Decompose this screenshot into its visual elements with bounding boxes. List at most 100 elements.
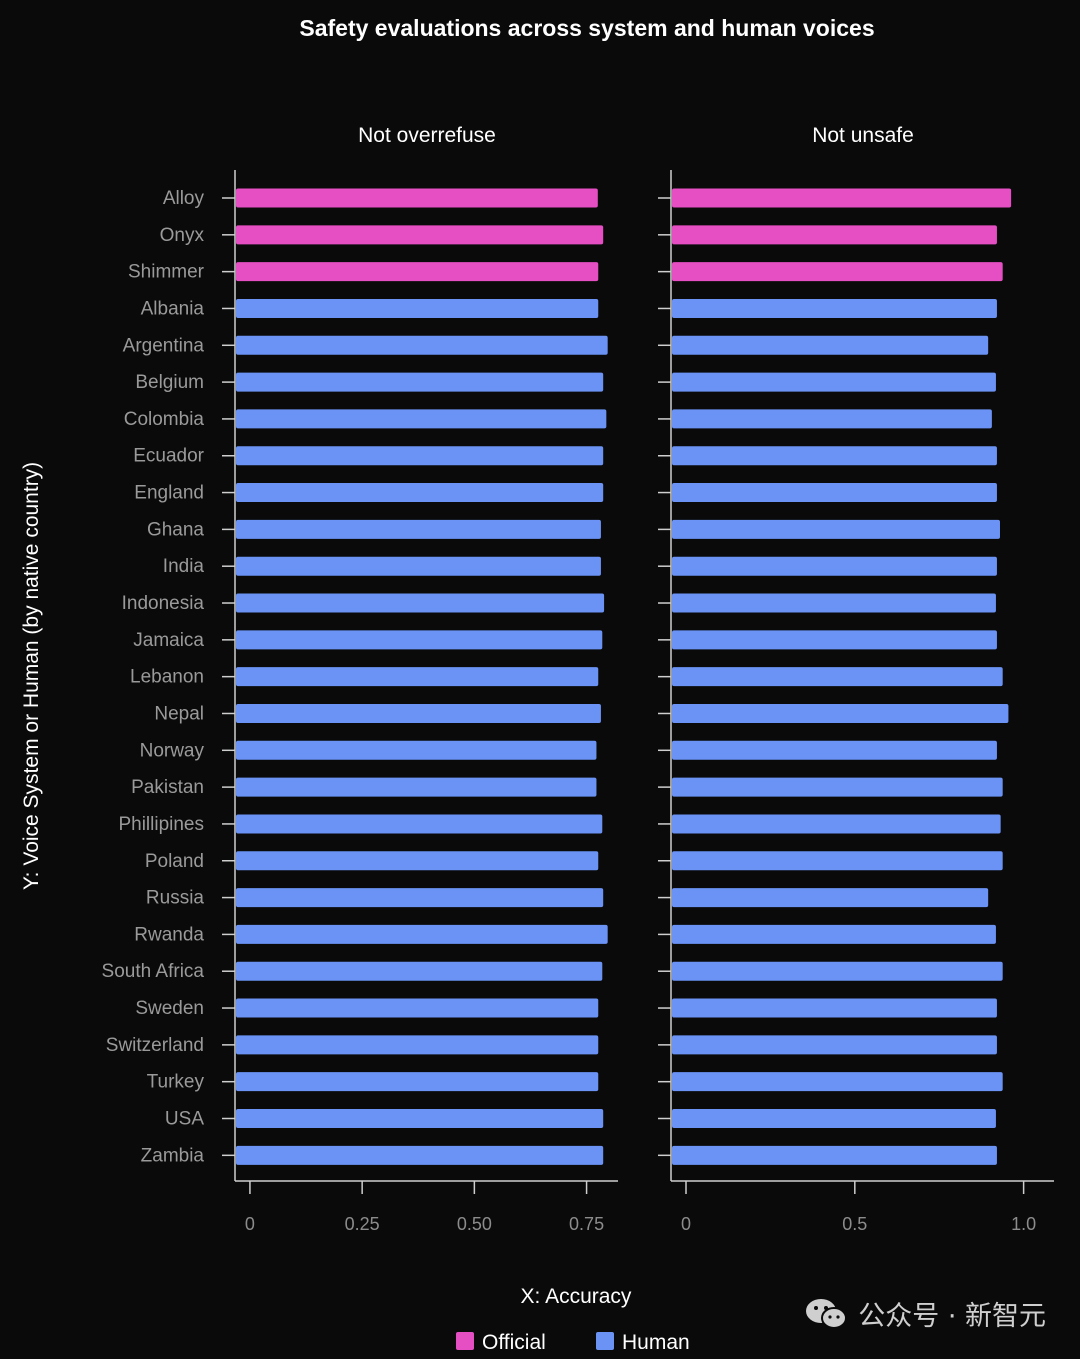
category-label: Colombia	[124, 409, 205, 430]
category-label: Poland	[145, 851, 204, 872]
category-label: Lebanon	[130, 667, 204, 688]
category-label: Nepal	[154, 703, 204, 724]
x-tick-label: 0.50	[457, 1214, 492, 1234]
watermark-text: 公众号 · 新智元	[858, 1301, 1046, 1332]
bar-sweden	[236, 998, 599, 1018]
bar-colombia	[672, 409, 992, 429]
category-label: Rwanda	[134, 924, 204, 945]
category-label: Shimmer	[128, 262, 205, 283]
category-label: India	[163, 556, 205, 577]
x-tick-label: 0.5	[842, 1214, 867, 1234]
x-axis-title: X: Accuracy	[521, 1285, 632, 1308]
bar-albania	[236, 298, 599, 318]
bar-jamaica	[672, 630, 997, 650]
bar-usa	[672, 1109, 996, 1128]
bar-russia	[236, 888, 604, 908]
panel-not-unsafe: Not unsafe 0 0.5 1.0	[658, 124, 1054, 1234]
category-label: Albania	[141, 298, 205, 319]
bar-shimmer	[236, 262, 599, 282]
bar-turkey	[672, 1072, 1003, 1092]
bar-argentina	[236, 335, 608, 355]
category-label: Phillipines	[118, 814, 204, 835]
x-tick-label: 0	[245, 1214, 255, 1234]
bar-south-africa	[672, 961, 1003, 981]
bar-ghana	[236, 519, 601, 539]
bar-ecuador	[236, 446, 604, 466]
category-label: Ecuador	[133, 446, 204, 467]
panel-not-overrefuse: Not overrefuse 0 0.25 0.50 0.75	[222, 124, 618, 1234]
x-tick-label: 1.0	[1011, 1214, 1036, 1234]
category-label: Alloy	[163, 188, 205, 209]
bar-argentina	[672, 335, 989, 355]
bar-lebanon	[236, 667, 599, 687]
bar-ghana	[672, 519, 1000, 539]
category-label: Sweden	[135, 998, 204, 1019]
category-label: Jamaica	[133, 630, 204, 651]
x-tick-label: 0.25	[345, 1214, 380, 1234]
bar-switzerland	[672, 1035, 997, 1055]
bar-albania	[672, 298, 997, 318]
category-labels: Alloy Onyx Shimmer Albania Argentina Belgium C…	[102, 188, 205, 1166]
category-label: Ghana	[147, 519, 204, 540]
legend-label-human: Human	[622, 1331, 690, 1354]
category-label: Turkey	[147, 1072, 205, 1093]
category-label: South Africa	[102, 961, 205, 982]
category-label: Indonesia	[122, 593, 205, 614]
bar-shimmer	[672, 262, 1003, 282]
category-label: Pakistan	[131, 777, 204, 798]
wechat-icon	[806, 1298, 848, 1329]
chart-title: Safety evaluations across system and hum…	[299, 15, 874, 41]
bar-alloy	[236, 188, 598, 208]
bar-ecuador	[672, 446, 997, 466]
bar-onyx	[672, 225, 997, 245]
bar-poland	[236, 851, 599, 871]
category-label: England	[134, 483, 204, 504]
bar-rwanda	[236, 924, 608, 944]
bar-indonesia	[672, 593, 996, 613]
bar-alloy	[672, 188, 1012, 208]
bar-onyx	[236, 225, 604, 245]
bar-pakistan	[672, 777, 1003, 797]
bar-colombia	[236, 409, 607, 429]
bar-india	[672, 556, 997, 576]
bar-russia	[672, 888, 989, 908]
bar-phillipines	[672, 814, 1001, 834]
bar-belgium	[672, 372, 996, 392]
bar-jamaica	[236, 630, 603, 650]
bar-norway	[236, 740, 597, 760]
bar-england	[236, 483, 604, 503]
bar-indonesia	[236, 593, 605, 613]
bar-nepal	[236, 703, 601, 723]
bar-india	[236, 556, 601, 576]
bar-lebanon	[672, 667, 1003, 687]
bar-sweden	[672, 998, 997, 1018]
bar-switzerland	[236, 1035, 599, 1055]
category-label: Onyx	[160, 225, 205, 246]
bar-nepal	[672, 703, 1009, 723]
legend-label-official: Official	[482, 1331, 546, 1354]
category-label: Zambia	[141, 1145, 205, 1166]
bar-zambia	[672, 1145, 997, 1165]
legend-swatch-human	[596, 1332, 614, 1350]
bar-phillipines	[236, 814, 603, 834]
category-label: Belgium	[135, 372, 204, 393]
bar-rwanda	[672, 924, 996, 944]
panel-title: Not unsafe	[812, 124, 914, 147]
x-tick-label: 0	[681, 1214, 691, 1234]
category-label: Argentina	[123, 335, 205, 356]
legend-swatch-official	[456, 1332, 474, 1350]
y-axis-title: Y: Voice System or Human (by native coun…	[20, 462, 43, 890]
bar-south-africa	[236, 961, 603, 981]
bar-england	[672, 483, 997, 503]
category-label: USA	[165, 1109, 204, 1130]
bar-belgium	[236, 372, 604, 392]
bar-poland	[672, 851, 1003, 871]
category-label: Norway	[140, 740, 205, 761]
watermark: 公众号 · 新智元	[804, 1294, 1046, 1333]
bar-zambia	[236, 1145, 604, 1165]
bar-usa	[236, 1109, 604, 1128]
bar-turkey	[236, 1072, 599, 1092]
panel-title: Not overrefuse	[358, 124, 496, 147]
bar-norway	[672, 740, 997, 760]
